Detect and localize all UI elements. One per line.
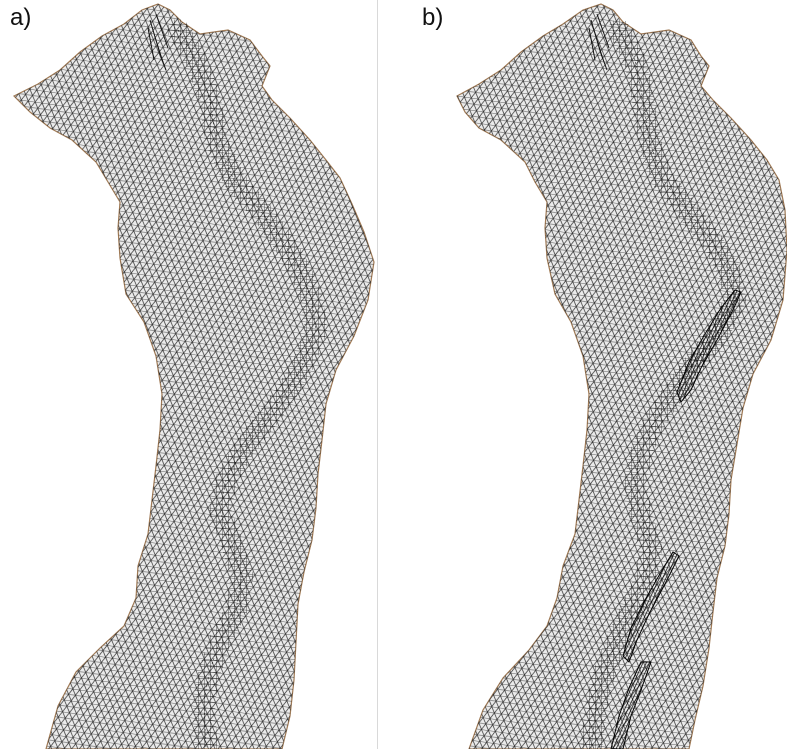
triangle-mesh-b: [457, 4, 787, 749]
panel-label-b: b): [422, 4, 444, 31]
triangle-mesh-a: [14, 4, 374, 749]
dense-refinement-upper-b: [676, 289, 742, 403]
channel-centerline-b: [590, 29, 736, 749]
upstream-fold-b: [588, 13, 610, 71]
panel-divider: [377, 0, 378, 749]
dense-refinement-bottom-b: [610, 661, 652, 749]
channel-quad-mesh-a: [167, 19, 327, 749]
mesh-b-figure: [456, 3, 787, 749]
mesh-a-figure: [12, 3, 375, 749]
panel-label-a: a): [10, 4, 32, 31]
mesh-panel-a: a): [0, 0, 376, 749]
mesh-panel-b: b): [379, 0, 787, 749]
dense-refinement-lower-b: [622, 551, 680, 663]
upstream-fold-a: [147, 13, 169, 71]
